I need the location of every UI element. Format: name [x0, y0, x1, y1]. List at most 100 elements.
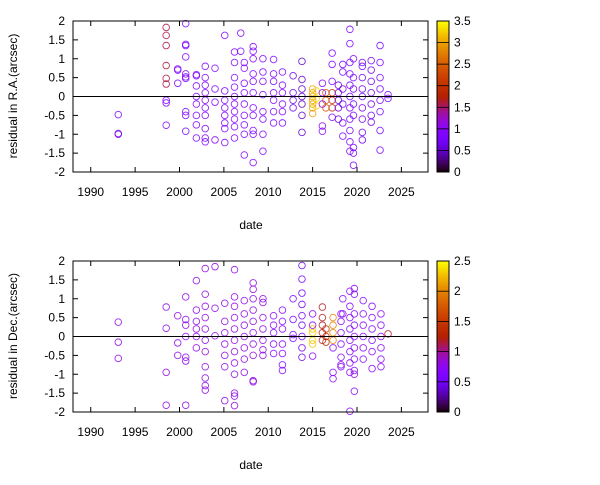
y-tick-label: 0.5: [48, 71, 65, 85]
colorbar-segment: [437, 116, 449, 120]
colorbar-segment: [437, 144, 449, 148]
colorbar-segment: [437, 346, 449, 350]
colorbar-segment: [437, 71, 449, 75]
colorbar-segment: [437, 323, 449, 327]
data-point: [269, 77, 278, 86]
data-point: [269, 340, 278, 348]
y-tick-label: 1: [58, 292, 65, 306]
y-tick-label: -0.5: [44, 108, 65, 122]
data-point: [322, 96, 330, 105]
data-point: [346, 325, 354, 333]
data-point: [249, 88, 257, 97]
data-point: [328, 96, 336, 105]
colorbar-segment: [437, 81, 449, 85]
colorbar-segment: [437, 141, 449, 145]
data-point: [289, 330, 297, 339]
data-point: [240, 368, 249, 377]
data-point: [318, 321, 327, 329]
data-point: [249, 126, 257, 135]
colorbar-segment: [437, 276, 449, 280]
data-point: [211, 304, 219, 312]
data-point: [221, 299, 229, 308]
data-point: [289, 96, 297, 105]
data-point: [240, 100, 249, 108]
data-point: [278, 317, 287, 326]
data-point: [201, 138, 209, 146]
data-point: [221, 328, 229, 337]
colorbar-segment: [437, 301, 449, 305]
data-point: [298, 311, 306, 320]
data-point: [339, 295, 347, 303]
data-point: [211, 331, 219, 340]
data-point: [376, 85, 384, 93]
data-point: [358, 73, 367, 82]
data-point: [192, 71, 201, 80]
data-point: [298, 57, 306, 66]
data-point: [259, 313, 267, 322]
data-point: [308, 325, 317, 333]
data-point: [308, 321, 317, 329]
data-point: [201, 96, 209, 105]
data-point: [269, 70, 278, 78]
data-point: [358, 58, 367, 67]
colorbar-segment: [437, 58, 449, 62]
colorbar-segment: [437, 404, 449, 408]
data-point: [230, 293, 239, 301]
data-point: [359, 296, 367, 305]
colorbar: 0 0.5 1 1.5 2 2.5: [436, 254, 471, 419]
colorbar-segment: [437, 409, 449, 413]
data-point: [211, 262, 219, 271]
data-point: [289, 104, 297, 112]
data-point: [350, 366, 359, 375]
data-point: [211, 85, 219, 93]
data-point: [269, 119, 278, 127]
data-point: [181, 74, 190, 83]
data-point: [181, 111, 190, 120]
data-point: [368, 336, 376, 345]
data-point: [221, 31, 229, 40]
colorbar-segment: [437, 146, 449, 150]
colorbar-tick-label: 1: [454, 122, 461, 136]
data-point: [192, 317, 201, 326]
data-point: [230, 58, 239, 67]
colorbar-segment: [437, 268, 449, 272]
data-point: [298, 128, 306, 137]
data-point: [349, 111, 358, 120]
colorbar-segment: [437, 46, 449, 50]
data-point: [298, 344, 306, 352]
data-point: [322, 325, 330, 333]
colorbar-segment: [437, 391, 449, 395]
data-point: [249, 158, 257, 167]
data-point: [221, 124, 229, 133]
data-point: [162, 23, 170, 32]
colorbar-segment: [437, 131, 449, 135]
colorbar-segment: [437, 273, 449, 277]
data-point: [329, 328, 337, 337]
data-point: [181, 321, 190, 329]
colorbar-segment: [437, 106, 449, 110]
data-point: [278, 81, 287, 89]
data-point: [278, 306, 287, 314]
data-point: [249, 47, 257, 55]
data-point: [269, 96, 278, 105]
data-point: [346, 104, 354, 112]
data-point: [329, 336, 337, 345]
data-point: [349, 161, 358, 169]
colorbar-segment: [437, 91, 449, 95]
colorbar-tick-label: 0: [454, 165, 461, 179]
y-tick-label: -1.5: [44, 146, 65, 160]
data-point: [278, 100, 287, 108]
data-point: [384, 90, 392, 99]
data-point: [230, 265, 239, 274]
data-point: [346, 81, 354, 89]
colorbar-segment: [437, 126, 449, 130]
data-point: [289, 334, 297, 343]
data-point: [230, 115, 239, 123]
data-point: [367, 100, 375, 108]
data-point: [259, 351, 267, 360]
data-point: [367, 66, 375, 74]
data-point: [368, 313, 376, 322]
data-point: [249, 328, 257, 337]
data-point: [359, 355, 367, 363]
colorbar-segment: [437, 399, 449, 403]
